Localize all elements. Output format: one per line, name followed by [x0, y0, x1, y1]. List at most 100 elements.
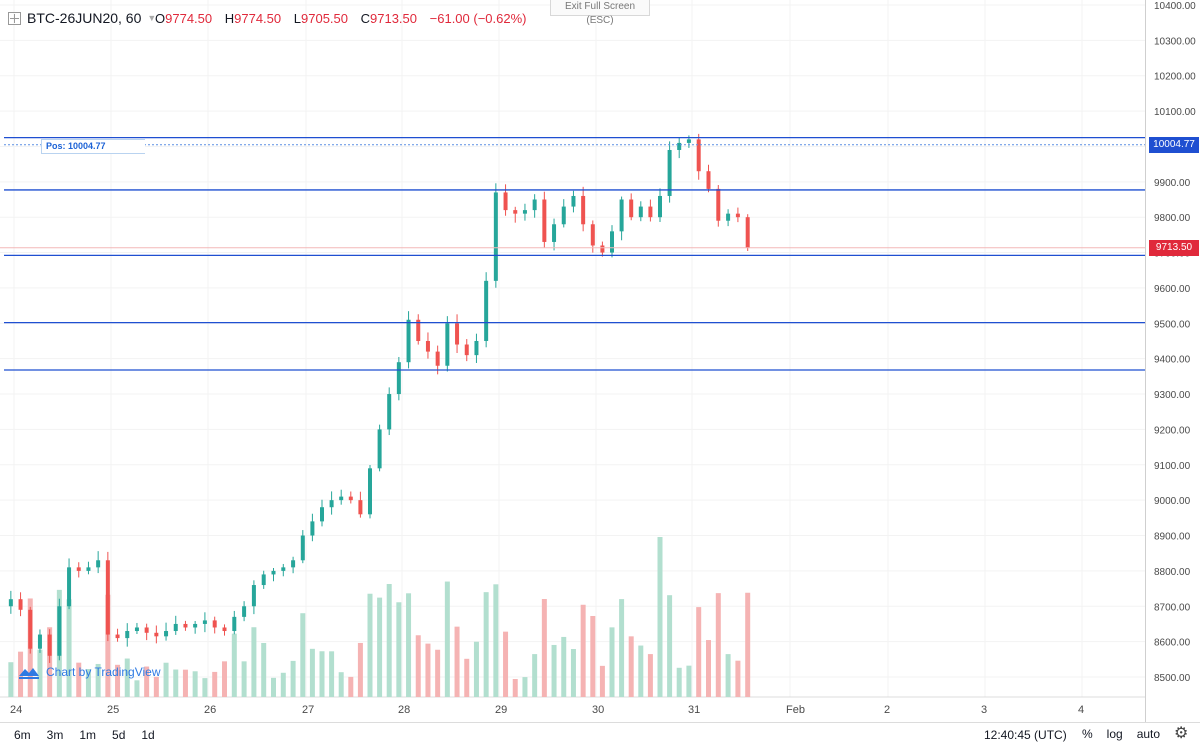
- candle-body: [677, 142, 682, 150]
- volume-bar: [66, 599, 72, 697]
- price-tick-label: 10400.00: [1154, 1, 1196, 12]
- price-tick-label: 9900.00: [1154, 178, 1191, 189]
- candle-body: [202, 620, 207, 624]
- candle-body: [493, 192, 498, 281]
- candle-body: [648, 206, 653, 218]
- candle-body: [173, 623, 178, 632]
- volume-bar: [464, 658, 470, 697]
- candle-body: [144, 627, 149, 633]
- volume-bar: [153, 676, 159, 697]
- price-tick-label: 9500.00: [1154, 319, 1191, 330]
- candle-body: [667, 149, 672, 196]
- candle-body: [735, 213, 740, 218]
- price-tick-label: 8600.00: [1154, 638, 1191, 649]
- candle-body: [96, 560, 101, 568]
- candle-body: [76, 567, 81, 571]
- candle-body: [745, 217, 750, 248]
- volume-bar: [261, 642, 267, 697]
- price-tick-label: 8700.00: [1154, 602, 1191, 613]
- symbol-selector[interactable]: BTC-26JUN20, 60 ▼: [8, 10, 156, 26]
- time-tick-label: 28: [398, 704, 410, 716]
- candle-body: [105, 560, 110, 635]
- candle-body: [8, 599, 13, 607]
- candle-body: [552, 224, 557, 242]
- volume-bar: [425, 643, 431, 697]
- price-tick-label: 10100.00: [1154, 107, 1196, 118]
- price-tick-label: 9800.00: [1154, 213, 1191, 224]
- candle-body: [134, 627, 139, 632]
- volume-bar: [8, 662, 14, 697]
- range-5d-button[interactable]: 5d: [112, 728, 126, 742]
- branding-text: Chart by TradingView: [46, 665, 161, 679]
- range-buttons: 6m 3m 1m 5d 1d: [14, 728, 155, 742]
- volume-bar: [522, 677, 528, 697]
- symbol-label[interactable]: BTC-26JUN20, 60: [27, 10, 142, 26]
- range-1m-button[interactable]: 1m: [79, 728, 97, 742]
- range-1d-button[interactable]: 1d: [141, 728, 155, 742]
- volume-bar: [638, 645, 644, 697]
- volume-bar: [667, 595, 673, 697]
- volume-bar: [735, 660, 741, 697]
- time-tick-label: 3: [981, 704, 987, 716]
- candle-body: [47, 634, 52, 656]
- volume-bar: [271, 677, 276, 697]
- volume-bar: [551, 644, 557, 697]
- volume-bar: [290, 660, 296, 697]
- volume-bar: [657, 537, 663, 697]
- candle-body: [726, 213, 731, 221]
- price-axis[interactable]: 10004.77 9713.50: [1145, 0, 1200, 722]
- ohlc-low-key: L: [293, 11, 301, 26]
- price-tick-label: 9000.00: [1154, 496, 1191, 507]
- volume-bar: [338, 672, 344, 697]
- price-tick-label: 10300.00: [1154, 36, 1196, 47]
- chevron-down-icon[interactable]: ▼: [147, 13, 157, 23]
- exit-fullscreen-button[interactable]: Exit Full Screen (ESC): [550, 0, 650, 26]
- range-6m-button[interactable]: 6m: [14, 728, 31, 742]
- last-price-tag: 9713.50: [1149, 239, 1199, 256]
- volume-bar: [444, 581, 450, 697]
- candle-body: [154, 632, 159, 637]
- scale-options: % log auto ⚙: [1082, 725, 1189, 742]
- candle-body: [164, 631, 169, 637]
- ohlc-low-value: 9705.50: [301, 11, 348, 26]
- time-tick-label: 29: [495, 704, 507, 716]
- candle-body: [86, 567, 91, 571]
- candle-body: [387, 394, 392, 430]
- volume-bar: [251, 627, 257, 697]
- log-toggle[interactable]: log: [1106, 727, 1123, 741]
- candle-body: [57, 606, 62, 656]
- candle-body: [222, 627, 227, 632]
- ohlc-legend: O9774.50 H9774.50 L9705.50 C9713.50 −61.…: [155, 11, 536, 26]
- volume-bar: [590, 615, 596, 697]
- price-tick-label: 9300.00: [1154, 390, 1191, 401]
- volume-bar: [745, 592, 751, 697]
- clock-utc[interactable]: 12:40:45 (UTC): [984, 728, 1067, 742]
- auto-toggle[interactable]: auto: [1136, 727, 1161, 741]
- position-label[interactable]: Pos: 10004.77: [41, 139, 145, 154]
- volume-bar: [609, 627, 615, 697]
- volume-bar: [570, 649, 576, 697]
- volume-bar: [163, 662, 169, 697]
- volume-bar: [580, 604, 586, 697]
- ohlc-close-value: 9713.50: [370, 11, 418, 26]
- candle-body: [212, 620, 217, 628]
- range-3m-button[interactable]: 3m: [46, 728, 64, 742]
- price-tick-label: 9600.00: [1154, 284, 1191, 295]
- volume-bar: [329, 651, 335, 697]
- compare-add-icon[interactable]: [8, 11, 21, 25]
- bottom-toolbar: 6m 3m 1m 5d 1d 12:40:45 (UTC) % log auto…: [0, 722, 1200, 751]
- volume-bar: [512, 679, 518, 697]
- tradingview-branding[interactable]: Chart by TradingView: [18, 665, 161, 679]
- candle-body: [232, 616, 237, 632]
- candle-body: [629, 199, 634, 218]
- volume-bar: [182, 669, 188, 697]
- percent-toggle[interactable]: %: [1082, 727, 1093, 741]
- tradingview-logo-icon: [18, 665, 40, 679]
- volume-bar: [280, 672, 286, 697]
- price-chart[interactable]: 8500.00 8600.00 8700.00 8800.00 8900.00 9000.…: [0, 0, 1200, 722]
- volume-bar: [415, 635, 421, 697]
- volume-bar: [222, 661, 227, 697]
- volume-bar: [503, 631, 509, 697]
- candle-body: [686, 139, 691, 143]
- gear-icon[interactable]: ⚙: [1174, 725, 1189, 742]
